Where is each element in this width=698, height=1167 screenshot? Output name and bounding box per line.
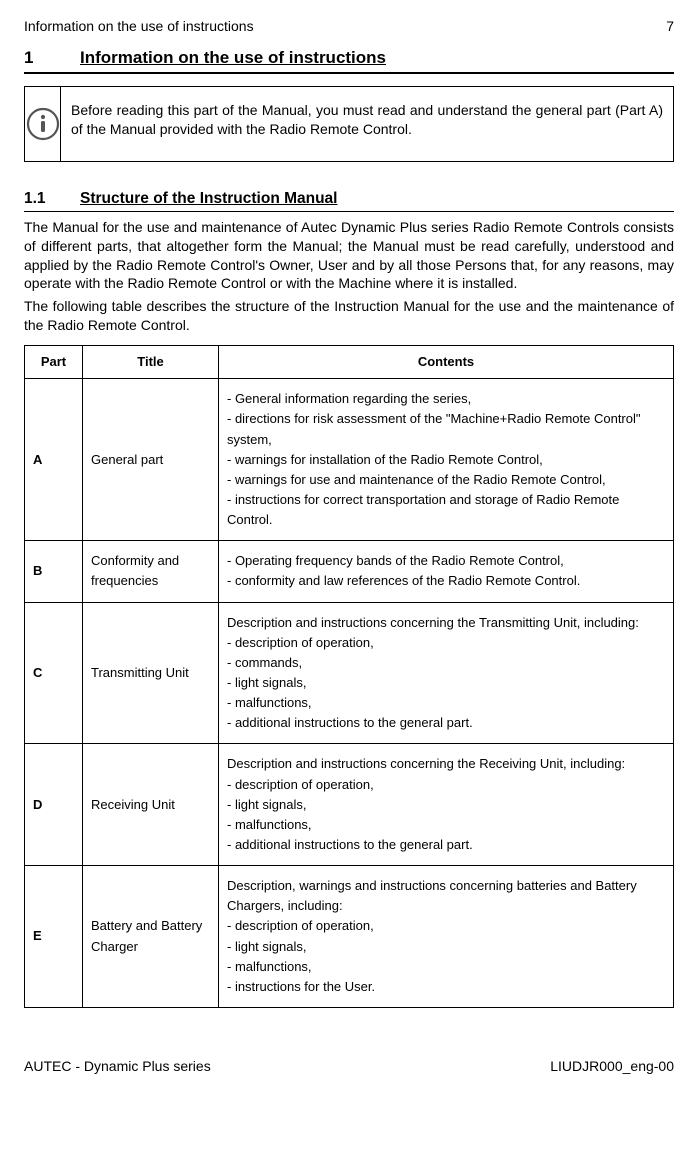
footer-right: LIUDJR000_eng-00 [550,1058,674,1074]
cell-title: Transmitting Unit [83,602,219,744]
table-row: BConformity and frequencies- Operating f… [25,541,674,602]
cell-title: Receiving Unit [83,744,219,866]
heading-1-1-number: 1.1 [24,190,80,208]
header-left: Information on the use of instructions [24,18,254,34]
cell-contents: - General information regarding the seri… [219,379,674,541]
cell-part: A [25,379,83,541]
heading-1: 1 Information on the use of instructions [24,48,674,74]
intro-paragraph-2: The following table describes the struct… [24,297,674,335]
table-body: AGeneral part- General information regar… [25,379,674,1008]
table-row: AGeneral part- General information regar… [25,379,674,541]
heading-1-text: Information on the use of instructions [80,48,386,68]
cell-part: E [25,866,83,1008]
cell-title: Conformity and frequencies [83,541,219,602]
col-header-part: Part [25,346,83,379]
table-row: CTransmitting UnitDescription and instru… [25,602,674,744]
heading-1-1: 1.1 Structure of the Instruction Manual [24,190,674,212]
cell-contents: Description and instructions concerning … [219,744,674,866]
footer-left: AUTEC - Dynamic Plus series [24,1058,211,1074]
header-right: 7 [666,18,674,34]
cell-part: C [25,602,83,744]
heading-1-1-text: Structure of the Instruction Manual [80,190,337,208]
cell-part: D [25,744,83,866]
page-header: Information on the use of instructions 7 [24,18,674,34]
structure-table: Part Title Contents AGeneral part- Gener… [24,345,674,1008]
cell-part: B [25,541,83,602]
notice-box: Before reading this part of the Manual, … [24,86,674,162]
cell-contents: Description, warnings and instructions c… [219,866,674,1008]
cell-contents: Description and instructions concerning … [219,602,674,744]
table-row: EBattery and Battery ChargerDescription,… [25,866,674,1008]
table-row: DReceiving UnitDescription and instructi… [25,744,674,866]
heading-1-number: 1 [24,48,80,68]
col-header-title: Title [83,346,219,379]
cell-contents: - Operating frequency bands of the Radio… [219,541,674,602]
page-footer: AUTEC - Dynamic Plus series LIUDJR000_en… [24,1058,674,1074]
cell-title: General part [83,379,219,541]
cell-title: Battery and Battery Charger [83,866,219,1008]
intro-paragraph-1: The Manual for the use and maintenance o… [24,218,674,294]
info-icon [26,107,60,141]
table-header-row: Part Title Contents [25,346,674,379]
notice-text: Before reading this part of the Manual, … [61,87,673,161]
notice-icon-cell [25,87,61,161]
col-header-contents: Contents [219,346,674,379]
